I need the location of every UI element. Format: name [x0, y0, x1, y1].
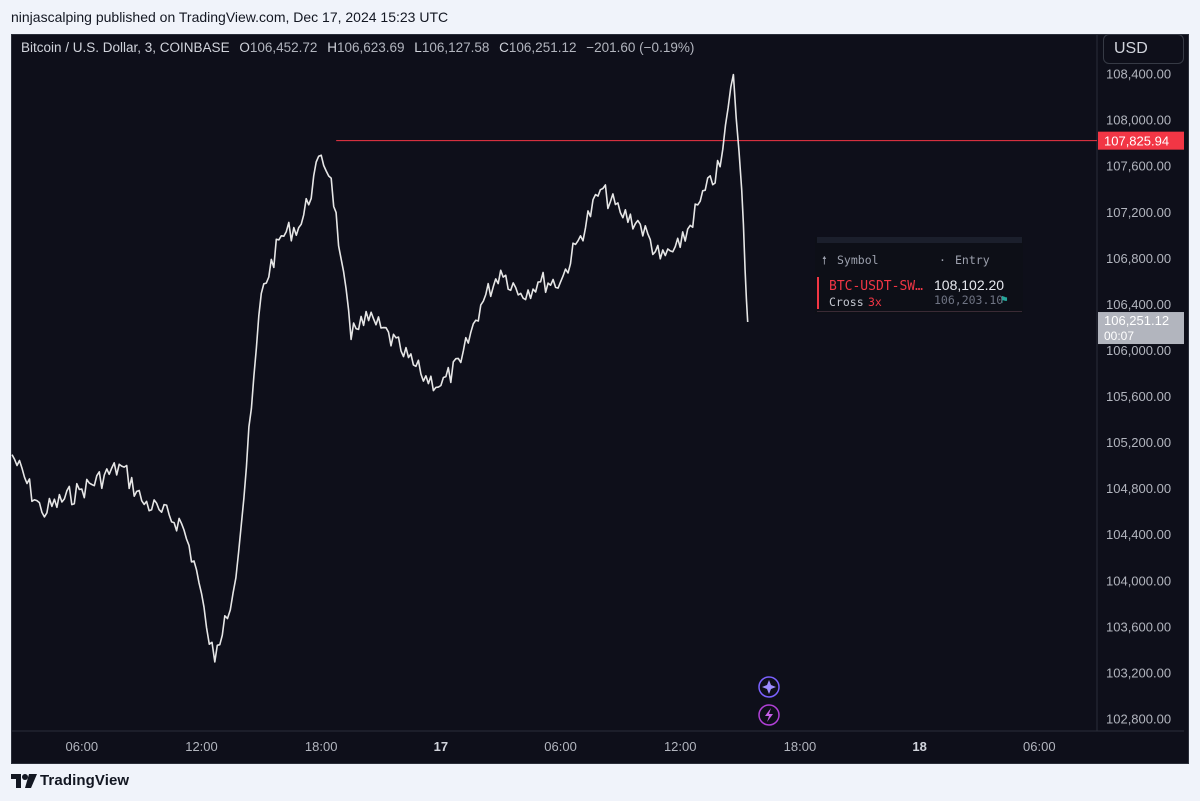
- x-tick-label: 06:00: [1023, 739, 1056, 754]
- y-tick-label: 104,000.00: [1106, 573, 1171, 588]
- x-tick-label: 12:00: [664, 739, 697, 754]
- tradingview-logo[interactable]: [11, 772, 37, 790]
- level-price-tag: 107,825.94: [1098, 131, 1184, 150]
- y-tick-label: 105,200.00: [1106, 435, 1171, 450]
- level-tag-bg: [1098, 131, 1184, 150]
- ohlc-legend: Bitcoin / U.S. Dollar, 3, COINBASE O106,…: [21, 40, 694, 55]
- bar-countdown: 00:07: [1104, 329, 1134, 343]
- change-value: −201.60 (−0.19%): [586, 40, 695, 55]
- time-axis[interactable]: 06:00 12:00 18:00 17 06:00 12:00 18:00 18 06:00: [66, 739, 1056, 754]
- y-tick-label: 107,200.00: [1106, 205, 1171, 220]
- y-tick-label: 108,400.00: [1106, 67, 1171, 82]
- leverage: 3x: [868, 295, 882, 309]
- y-tick-label: 106,000.00: [1106, 343, 1171, 358]
- position-side-bar: [817, 277, 819, 309]
- currency-button[interactable]: USD: [1103, 34, 1184, 64]
- y-tick-label: 107,600.00: [1106, 159, 1171, 174]
- close-value: 106,251.12: [508, 40, 577, 55]
- sort-arrow-icon[interactable]: 🠕: [822, 254, 827, 267]
- position-entry: 108,102.20: [934, 277, 1005, 293]
- price-series-line: [11, 73, 749, 663]
- panel-bottom-divider: [817, 311, 1022, 312]
- y-tick-label: 106,800.00: [1106, 251, 1171, 266]
- x-tick-label: 12:00: [185, 739, 218, 754]
- last-price-tag: 106,251.12 00:07: [1098, 312, 1184, 345]
- position-panel[interactable]: 🠕 Symbol · Entry BTC-USDT-SW… 108,102.20…: [815, 237, 1023, 314]
- open-value: 106,452.72: [249, 40, 318, 55]
- x-tick-label: 06:00: [66, 739, 99, 754]
- chart-area[interactable]: [11, 34, 1189, 764]
- x-tick-label: 17: [434, 739, 448, 754]
- x-tick-label: 18:00: [305, 739, 338, 754]
- y-tick-label: 104,400.00: [1106, 527, 1171, 542]
- x-tick-label: 18:00: [784, 739, 817, 754]
- last-price-tag-bg: [1098, 312, 1184, 345]
- column-symbol[interactable]: Symbol: [837, 253, 879, 267]
- high-value: 106,623.69: [336, 40, 405, 55]
- high-label: H: [327, 40, 337, 55]
- column-separator: ·: [939, 253, 946, 267]
- position-symbol[interactable]: BTC-USDT-SW…: [829, 279, 923, 294]
- publish-info: ninjascalping published on TradingView.c…: [11, 9, 449, 25]
- close-label: C: [499, 40, 509, 55]
- y-tick-label: 103,200.00: [1106, 665, 1171, 680]
- y-tick-label: 105,600.00: [1106, 389, 1171, 404]
- publish-header: ninjascalping published on TradingView.c…: [0, 0, 1200, 34]
- mark-price: 106,203.10: [934, 293, 1004, 307]
- low-value: 106,127.58: [421, 40, 490, 55]
- lightning-icon[interactable]: [758, 704, 780, 726]
- price-axis[interactable]: 102,800.00 103,200.00 103,600.00 104,000.00…: [1106, 67, 1171, 727]
- symbol-title[interactable]: Bitcoin / U.S. Dollar, 3, COINBASE: [21, 40, 230, 55]
- margin-mode: Cross: [829, 295, 864, 309]
- x-tick-label: 06:00: [544, 739, 577, 754]
- x-tick-label: 18: [912, 739, 926, 754]
- y-tick-label: 102,800.00: [1106, 711, 1171, 726]
- sparkle-icon[interactable]: [758, 676, 780, 698]
- open-label: O: [239, 40, 250, 55]
- y-tick-label: 103,600.00: [1106, 619, 1171, 634]
- footer-bar: [0, 765, 1200, 801]
- last-price-label: 106,251.12: [1104, 313, 1169, 328]
- grid-lines: [12, 34, 1184, 732]
- y-tick-label: 104,800.00: [1106, 481, 1171, 496]
- y-tick-label: 106,400.00: [1106, 297, 1171, 312]
- tradingview-brand[interactable]: TradingView: [40, 772, 130, 789]
- y-tick-label: 108,000.00: [1106, 113, 1171, 128]
- panel-top-divider: [817, 237, 1022, 243]
- level-tag-label: 107,825.94: [1104, 134, 1169, 149]
- flag-icon: ⚑: [1001, 293, 1008, 306]
- column-entry[interactable]: Entry: [955, 253, 990, 267]
- low-label: L: [414, 40, 422, 55]
